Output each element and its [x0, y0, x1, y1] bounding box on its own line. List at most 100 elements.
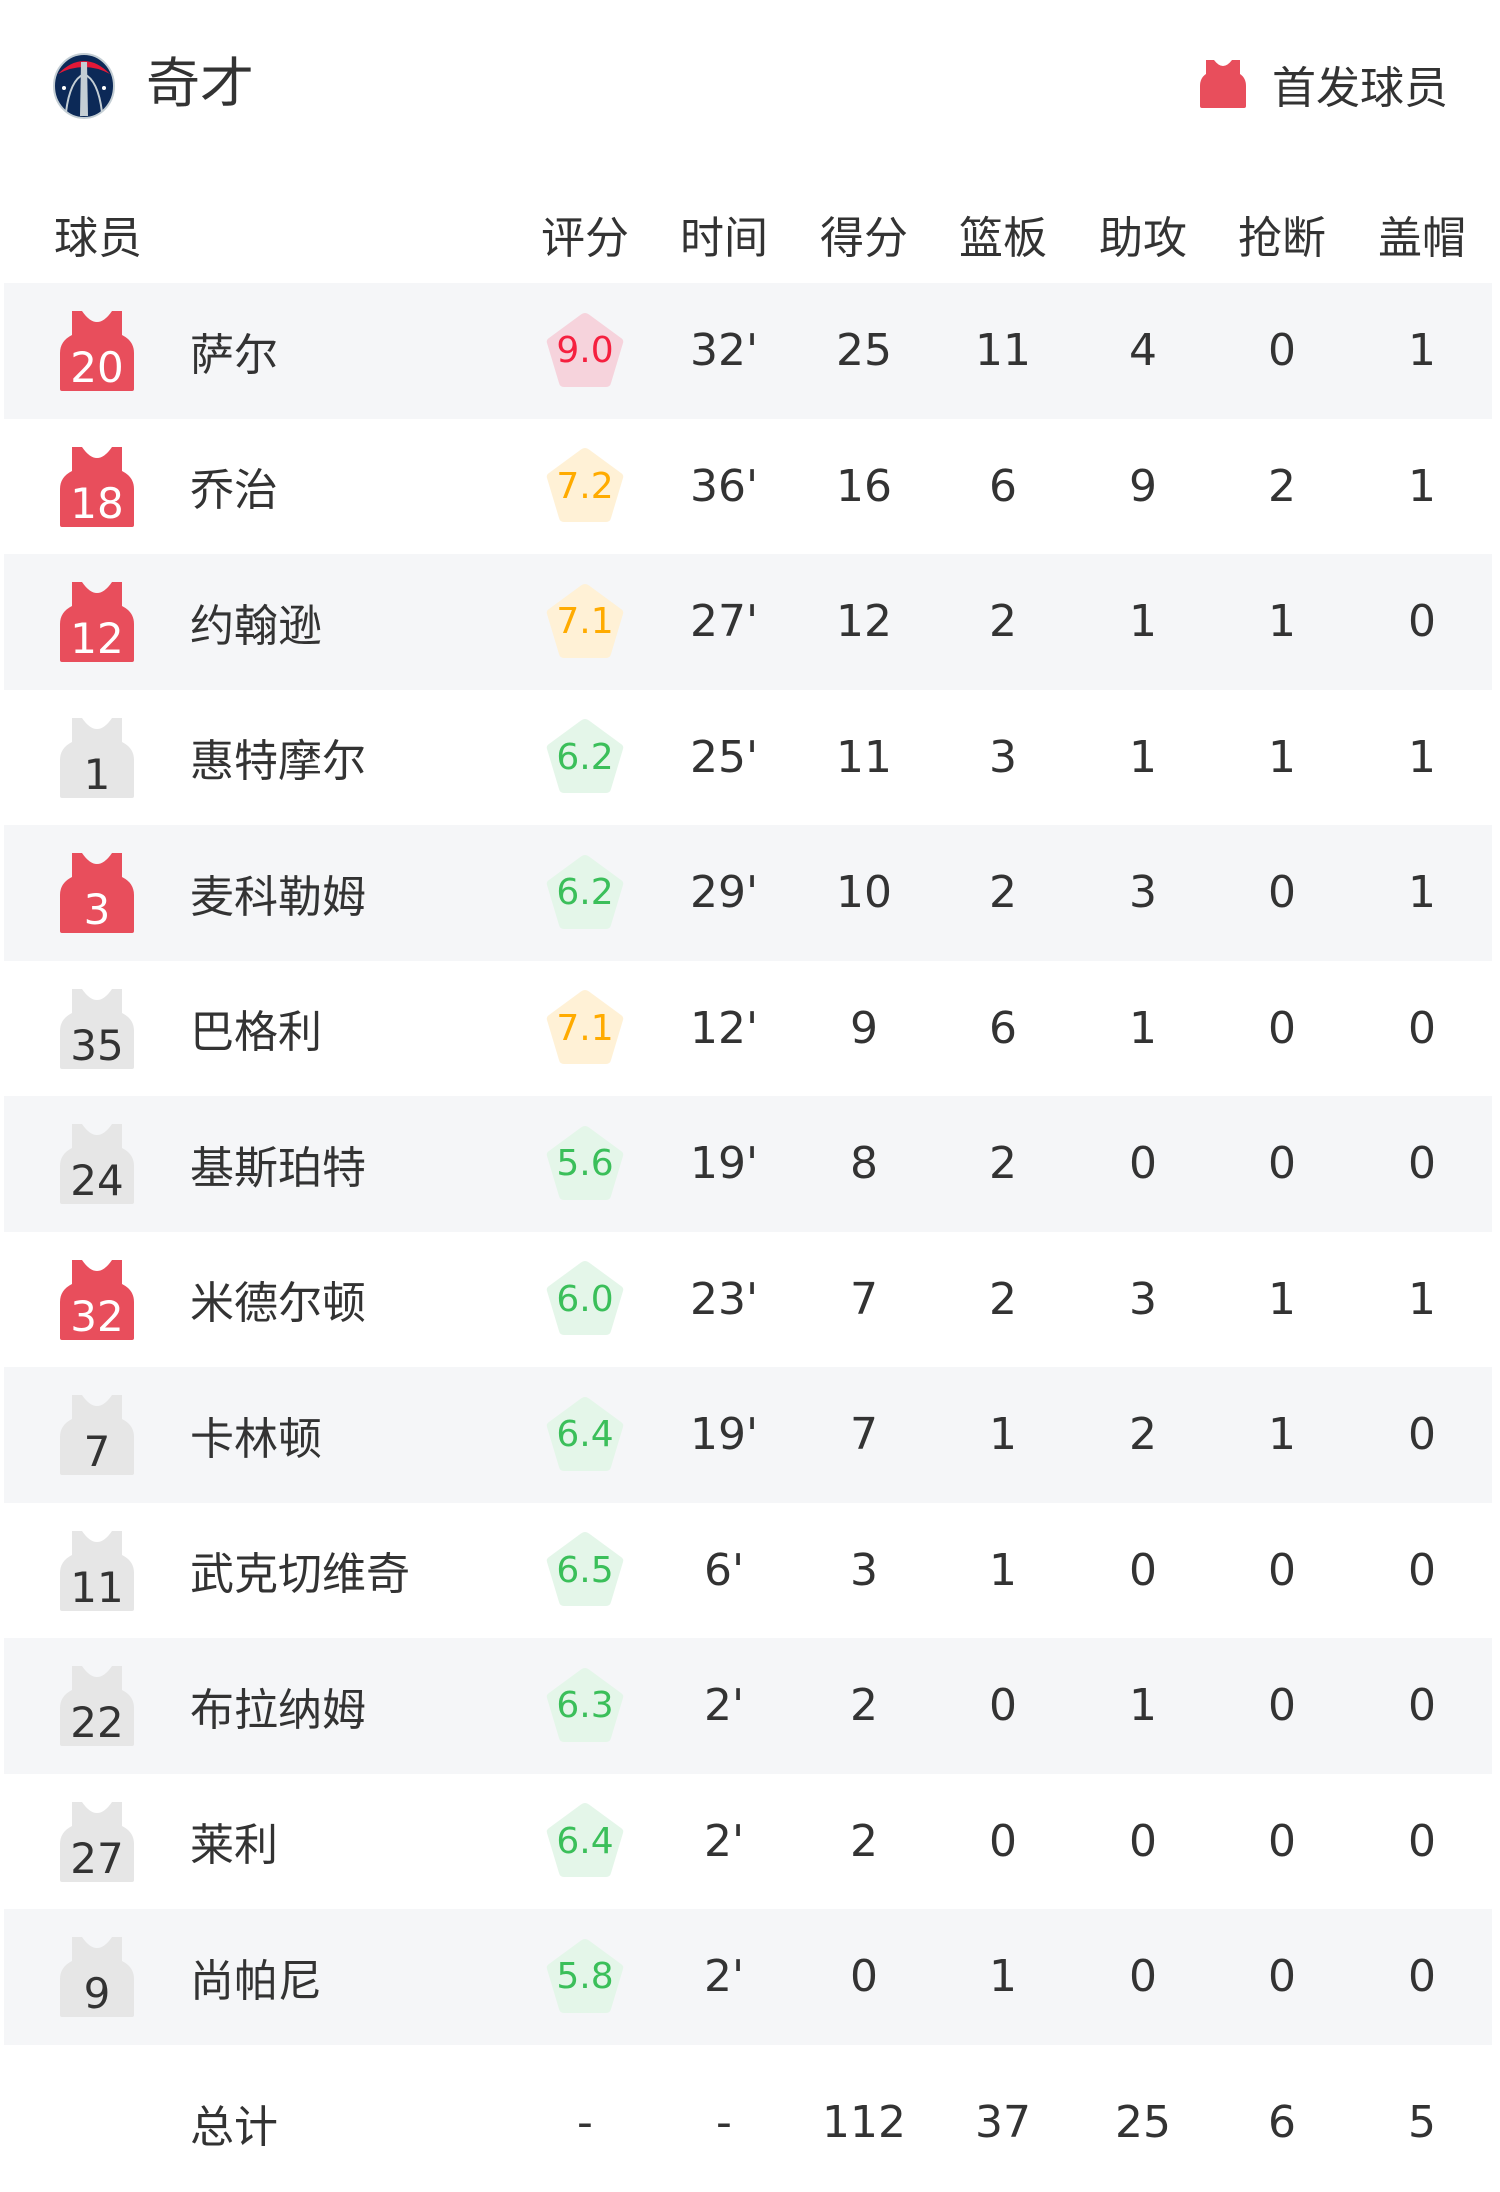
rating-value: 7.2 [556, 465, 614, 507]
player-points: 12 [836, 596, 892, 648]
rating-badge: 7.1 [543, 986, 627, 1070]
player-blocks: 0 [1408, 1409, 1436, 1461]
player-minutes: 32' [689, 325, 759, 377]
player-minutes: 2' [703, 1815, 745, 1867]
player-assists: 4 [1129, 325, 1157, 377]
player-blocks: 0 [1408, 1138, 1436, 1190]
player-points: 7 [850, 1273, 878, 1325]
column-header-rating[interactable]: 评分 [541, 213, 629, 264]
player-assists: 2 [1129, 1409, 1157, 1461]
player-assists: 3 [1129, 867, 1157, 919]
column-header-blocks[interactable]: 盖帽 [1378, 213, 1466, 264]
player-assists: 0 [1129, 1951, 1157, 2003]
column-header-rebounds[interactable]: 篮板 [959, 213, 1047, 264]
player-rebounds: 1 [989, 1951, 1017, 2003]
jersey-icon: 7 [60, 1395, 134, 1476]
player-steals: 1 [1268, 596, 1296, 648]
table-row[interactable]: 22 布拉纳姆 6.3 2' 2 0 1 0 0 [4, 1638, 1492, 1774]
player-name[interactable]: 尚帕尼 [190, 1955, 322, 2007]
player-steals: 0 [1268, 1951, 1296, 2003]
rating-value: 5.8 [556, 1956, 614, 1998]
table-row[interactable]: 20 萨尔 9.0 32' 25 11 4 0 1 [4, 283, 1492, 419]
table-row[interactable]: 32 米德尔顿 6.0 23' 7 2 3 1 1 [4, 1232, 1492, 1368]
rating-badge: 6.3 [543, 1664, 627, 1748]
jersey-icon: 18 [60, 446, 134, 528]
player-rating: 6.4 [520, 1367, 650, 1503]
player-assists: 1 [1129, 1680, 1157, 1732]
jersey-number: 11 [70, 1562, 124, 1612]
player-blocks: 0 [1408, 1951, 1436, 2003]
rating-badge: 5.8 [543, 1935, 627, 2019]
player-rating: 6.5 [520, 1503, 650, 1639]
rating-badge: 7.2 [543, 444, 627, 528]
player-points: 11 [836, 731, 892, 783]
table-row[interactable]: 1 惠特摩尔 6.2 25' 11 3 1 1 1 [4, 690, 1492, 826]
player-name[interactable]: 约翰逊 [190, 600, 322, 652]
player-name[interactable]: 基斯珀特 [190, 1142, 366, 1194]
player-rebounds: 2 [989, 867, 1017, 919]
jersey-icon: 32 [60, 1259, 134, 1341]
player-rating: 6.4 [520, 1774, 650, 1910]
player-name[interactable]: 巴格利 [190, 1007, 322, 1059]
table-row[interactable]: 18 乔治 7.2 36' 16 6 9 2 1 [4, 419, 1492, 555]
totals-minutes: - [716, 2097, 732, 2148]
player-rating: 7.2 [520, 419, 650, 555]
player-name[interactable]: 武克切维奇 [190, 1549, 410, 1601]
player-steals: 1 [1268, 1273, 1296, 1325]
table-row[interactable]: 35 巴格利 7.1 12' 9 6 1 0 0 [4, 961, 1492, 1097]
table-row[interactable]: 24 基斯珀特 5.6 19' 8 2 0 0 0 [4, 1096, 1492, 1232]
player-steals: 0 [1268, 1544, 1296, 1596]
rating-badge: 6.4 [543, 1393, 627, 1477]
player-blocks: 0 [1408, 1544, 1436, 1596]
table-row[interactable]: 7 卡林顿 6.4 19' 7 1 2 1 0 [4, 1367, 1492, 1503]
rating-value: 7.1 [556, 601, 614, 643]
rating-badge: 6.2 [543, 851, 627, 935]
player-blocks: 1 [1408, 325, 1436, 377]
rating-value: 6.2 [556, 872, 614, 914]
rating-badge: 6.5 [543, 1528, 627, 1612]
player-name[interactable]: 乔治 [190, 465, 278, 517]
column-header-player: 球员 [54, 213, 142, 264]
table-row[interactable]: 11 武克切维奇 6.5 6' 3 1 0 0 0 [4, 1503, 1492, 1639]
player-minutes: 36' [689, 460, 759, 512]
column-header-minutes[interactable]: 时间 [680, 213, 768, 264]
player-minutes: 19' [689, 1409, 759, 1461]
player-assists: 9 [1129, 460, 1157, 512]
table-row[interactable]: 12 约翰逊 7.1 27' 12 2 1 1 0 [4, 554, 1492, 690]
starter-legend: 首发球员 [1200, 52, 1448, 116]
column-header-points[interactable]: 得分 [820, 213, 908, 264]
player-name[interactable]: 惠特摩尔 [190, 736, 366, 788]
player-name[interactable]: 米德尔顿 [190, 1278, 366, 1330]
player-minutes: 19' [689, 1138, 759, 1190]
player-name[interactable]: 卡林顿 [190, 1413, 322, 1465]
column-header-steals[interactable]: 抢断 [1238, 213, 1326, 264]
player-points: 9 [850, 1002, 878, 1054]
jersey-icon: 35 [60, 988, 134, 1070]
player-steals: 0 [1268, 1815, 1296, 1867]
player-rating: 5.6 [520, 1096, 650, 1232]
totals-points: 112 [822, 2097, 906, 2148]
totals-assists: 25 [1115, 2097, 1171, 2148]
rating-badge: 6.2 [543, 715, 627, 799]
player-rebounds: 6 [989, 1002, 1017, 1054]
player-name[interactable]: 莱利 [190, 1820, 278, 1872]
jersey-icon: 1 [60, 717, 134, 799]
player-minutes: 25' [689, 731, 759, 783]
jersey-number: 12 [70, 614, 124, 663]
table-row[interactable]: 9 尚帕尼 5.8 2' 0 1 0 0 0 [4, 1909, 1492, 2045]
table-row[interactable]: 27 莱利 6.4 2' 2 0 0 0 0 [4, 1774, 1492, 1910]
player-name[interactable]: 布拉纳姆 [190, 1684, 366, 1736]
table-row[interactable]: 3 麦科勒姆 6.2 29' 10 2 3 0 1 [4, 825, 1492, 961]
rating-badge: 6.4 [543, 1799, 627, 1883]
team-logo [53, 53, 115, 119]
player-name[interactable]: 麦科勒姆 [190, 871, 366, 923]
player-name[interactable]: 萨尔 [190, 329, 278, 381]
player-blocks: 1 [1408, 1273, 1436, 1325]
jersey-icon: 9 [60, 1937, 134, 2018]
player-rebounds: 6 [989, 460, 1017, 512]
rating-value: 7.1 [556, 1007, 614, 1049]
column-header-assists[interactable]: 助攻 [1099, 213, 1187, 264]
player-rebounds: 0 [989, 1815, 1017, 1867]
starter-legend-label: 首发球员 [1272, 63, 1448, 114]
player-steals: 0 [1268, 1138, 1296, 1190]
